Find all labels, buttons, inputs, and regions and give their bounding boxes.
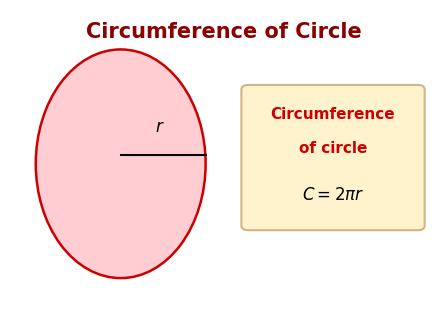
Text: Circumference of Circle: Circumference of Circle: [86, 22, 361, 42]
Ellipse shape: [36, 49, 206, 278]
Text: r: r: [155, 118, 162, 136]
FancyBboxPatch shape: [241, 85, 425, 230]
Text: $C = 2\pi r$: $C = 2\pi r$: [302, 186, 364, 204]
Text: of circle: of circle: [299, 141, 367, 156]
Text: Circumference: Circumference: [271, 107, 395, 122]
